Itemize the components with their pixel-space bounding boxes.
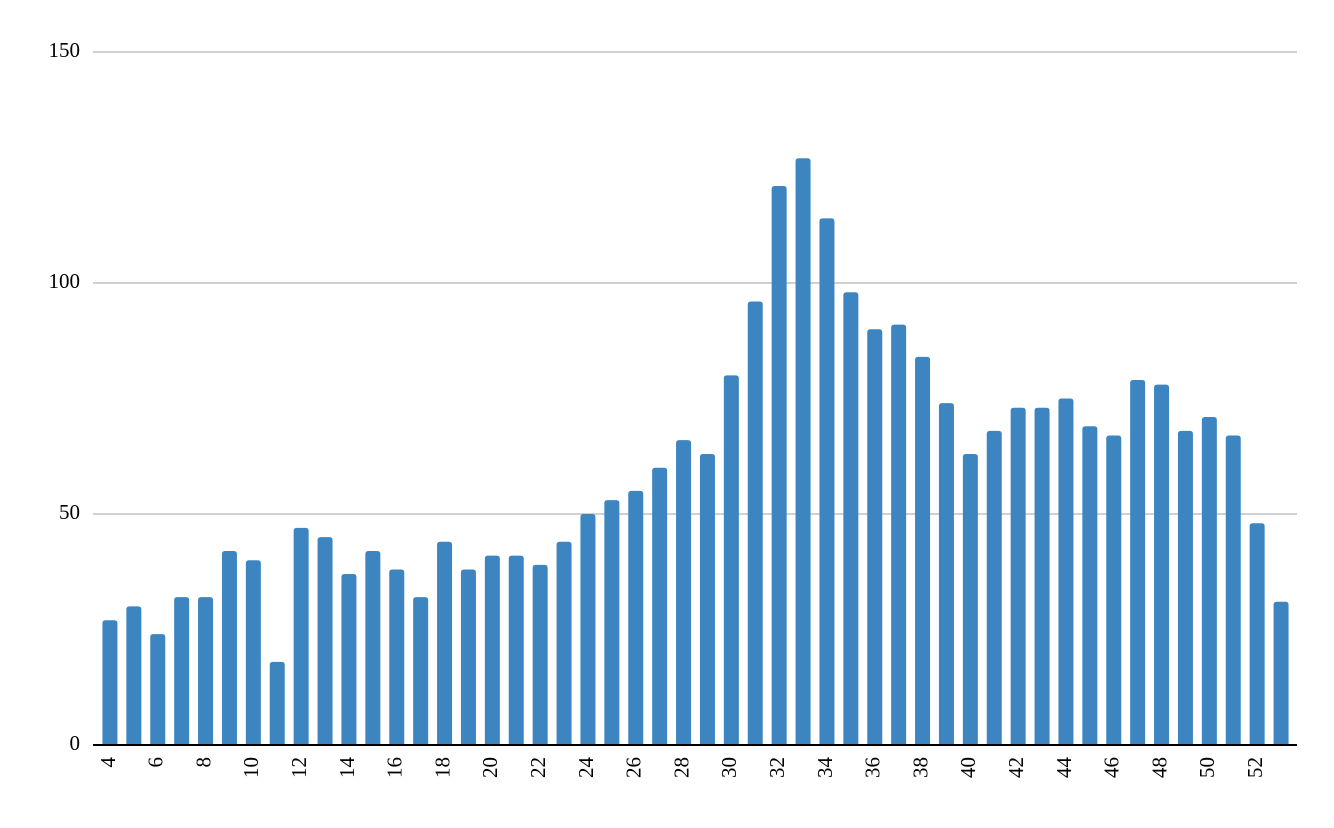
x-tick-label: 12 (287, 757, 311, 778)
bar (102, 620, 118, 745)
bar (676, 440, 692, 745)
bar (413, 597, 429, 745)
bar (747, 301, 763, 745)
bar (723, 375, 739, 745)
x-tick-label: 16 (383, 757, 407, 778)
bar (317, 537, 333, 745)
x-tick-label: 4 (96, 757, 120, 768)
x-tick-label: 38 (908, 757, 932, 778)
x-tick-label: 20 (478, 757, 502, 778)
x-tick-label: 34 (813, 757, 837, 779)
x-tick-label: 46 (1100, 757, 1124, 778)
x-tick-label: 22 (526, 757, 550, 778)
bar (604, 500, 620, 745)
bar (221, 550, 237, 745)
bar (938, 403, 954, 745)
x-tick-label: 42 (1004, 757, 1028, 778)
bar (460, 569, 476, 745)
bar (915, 356, 931, 745)
bar (699, 453, 715, 745)
bar (1106, 435, 1122, 745)
x-tick-label: 10 (239, 757, 263, 778)
bar (891, 324, 907, 745)
bar (437, 541, 453, 745)
x-tick-label: 50 (1195, 757, 1219, 778)
bar (1249, 523, 1265, 745)
x-tick-label: 48 (1147, 757, 1171, 778)
bar (389, 569, 405, 745)
x-tick-label: 40 (956, 757, 980, 778)
x-tick-label: 36 (861, 757, 885, 778)
y-tick-label: 100 (49, 269, 81, 293)
bar (126, 606, 142, 745)
y-tick-label: 150 (49, 38, 81, 62)
bar (1154, 384, 1170, 745)
bar (1201, 416, 1217, 745)
bar (245, 560, 261, 745)
bar (293, 527, 309, 745)
bar (198, 597, 214, 745)
bar (580, 514, 596, 745)
y-tick-label: 50 (59, 500, 80, 524)
x-tick-label: 26 (622, 757, 646, 778)
bar (174, 597, 190, 745)
x-tick-label: 28 (669, 757, 693, 778)
bar (986, 430, 1002, 745)
bar (795, 158, 811, 745)
x-tick-label: 8 (191, 757, 215, 768)
bar (508, 555, 524, 745)
bar (1225, 435, 1241, 745)
bar (843, 292, 859, 745)
bar (1177, 430, 1193, 745)
bar (269, 661, 285, 745)
bar (962, 453, 978, 745)
bar (1058, 398, 1074, 745)
x-tick-label: 30 (717, 757, 741, 778)
bar (341, 574, 357, 745)
bar (1273, 601, 1289, 745)
bar (819, 218, 835, 745)
x-tick-label: 6 (144, 757, 168, 768)
y-tick-label: 0 (70, 731, 81, 755)
bar (628, 490, 644, 745)
bar (867, 329, 883, 745)
x-tick-label: 52 (1243, 757, 1267, 778)
bar (1010, 407, 1026, 745)
bar (1130, 380, 1146, 745)
x-tick-label: 14 (335, 757, 359, 779)
x-tick-label: 44 (1052, 757, 1076, 779)
bar (1034, 407, 1050, 745)
bar (150, 634, 166, 745)
bar (771, 185, 787, 746)
bar (556, 541, 572, 745)
x-tick-label: 32 (765, 757, 789, 778)
bar (484, 555, 500, 745)
x-tick-label: 24 (574, 757, 598, 779)
bar (652, 467, 668, 745)
bar (1082, 426, 1098, 745)
x-tick-label: 18 (430, 757, 454, 778)
bar (365, 550, 381, 745)
bar (532, 564, 548, 745)
